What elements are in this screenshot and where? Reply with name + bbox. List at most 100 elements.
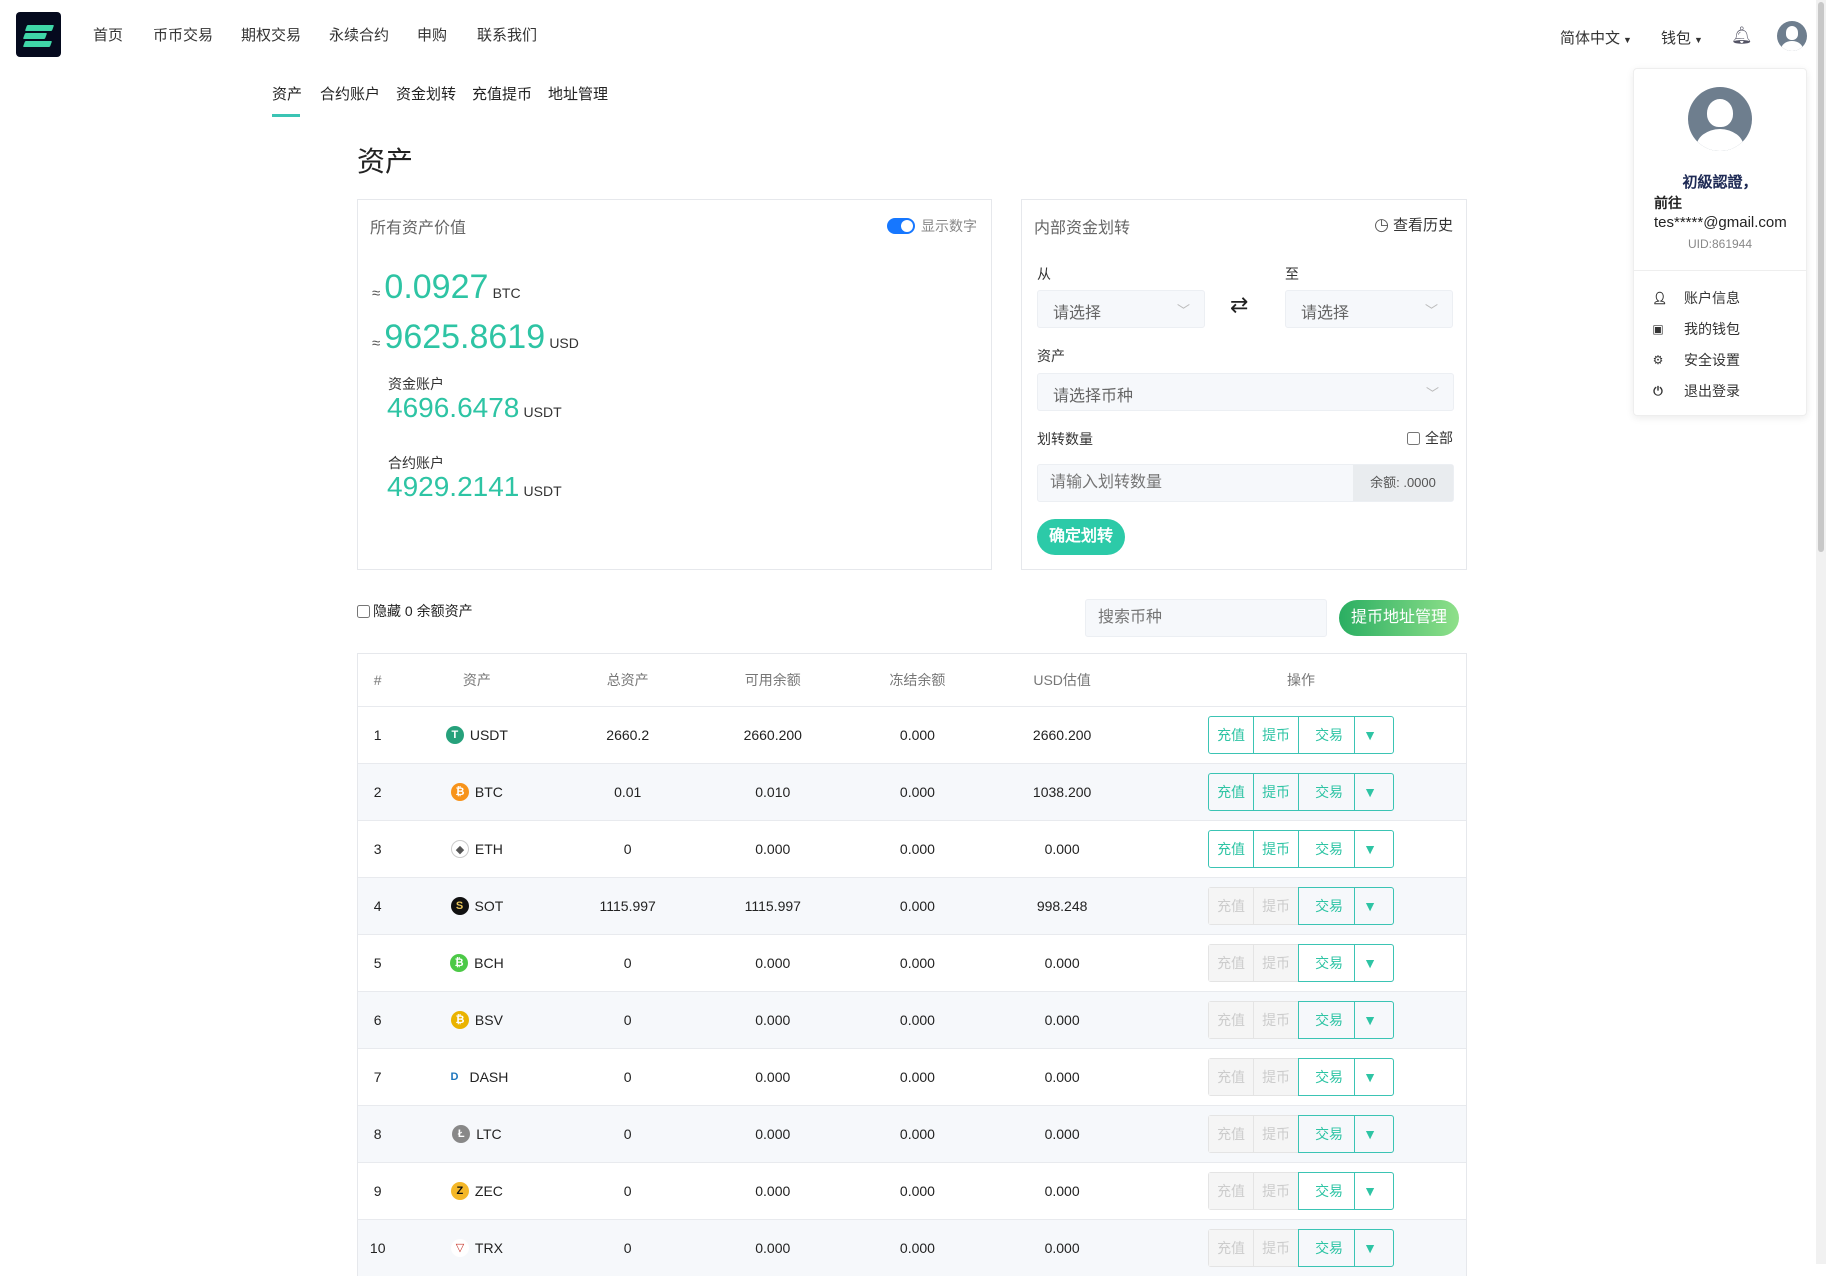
deposit-button: 充值 <box>1209 1115 1254 1152</box>
deposit-button[interactable]: 充值 <box>1217 840 1246 857</box>
trade-dropdown-button[interactable]: 交易 ▼ <box>1298 773 1393 810</box>
row-index: 7 <box>358 1047 398 1105</box>
tab-contract-account[interactable]: 合约账户 <box>320 86 381 103</box>
withdraw-address-button[interactable]: 提币地址管理 <box>1339 600 1459 636</box>
caret-down-icon: ▼ <box>1354 1115 1385 1152</box>
menu-logout[interactable]: ⏻ 退出登录 <box>1652 381 1740 401</box>
trade-dropdown-button[interactable]: 交易 ▼ <box>1298 1114 1394 1153</box>
withdraw-button: 提币 <box>1253 1172 1299 1209</box>
row-index: 4 <box>358 876 398 934</box>
trade-dropdown-button[interactable]: 交易 ▼ <box>1298 1228 1394 1267</box>
menu-my-wallet[interactable]: ▣ 我的钱包 <box>1652 319 1740 339</box>
menu-label: 我的钱包 <box>1684 321 1740 337</box>
wallet-dropdown[interactable]: 钱包 ▼ <box>1661 27 1703 48</box>
avatar[interactable] <box>1777 21 1807 51</box>
swap-icon[interactable]: ⇄ <box>1230 292 1249 317</box>
row-index: 3 <box>358 819 398 877</box>
trade-dropdown-button[interactable]: 交易 ▼ <box>1298 1171 1394 1210</box>
hide-zero-label: 隐藏 0 余额资产 <box>373 603 473 619</box>
asset-select[interactable]: 请选择币种 ﹀ <box>1037 373 1454 411</box>
table-row: 8 Ł LTC 0 0.000 0.000 0.000 充值 提币 交易 ▼ <box>358 1104 1466 1162</box>
frozen-cell: 0.000 <box>846 1161 989 1219</box>
trade-label: 交易 <box>1315 1125 1344 1142</box>
nav-spot[interactable]: 币币交易 <box>153 27 214 44</box>
menu-label: 账户信息 <box>1684 290 1740 306</box>
language-dropdown[interactable]: 简体中文 ▼ <box>1560 27 1632 48</box>
tab-deposit-withdraw[interactable]: 充值提币 <box>472 86 533 103</box>
confirm-transfer-button[interactable]: 确定划转 <box>1037 519 1125 555</box>
action-group: 充值 提币 交易 ▼ <box>1208 943 1394 982</box>
contract-unit: USDT <box>523 483 562 499</box>
trade-dropdown-button[interactable]: 交易 ▼ <box>1298 943 1394 982</box>
column-header: 操作 <box>1287 671 1315 688</box>
withdraw-button: 提币 <box>1253 944 1299 981</box>
menu-security[interactable]: ⚙ 安全设置 <box>1652 350 1740 370</box>
tab-transfer[interactable]: 资金划转 <box>396 86 457 103</box>
toggle-switch[interactable] <box>887 218 915 234</box>
table-row: 3 ◆ ETH 0 0.000 0.000 0.000 充值 提币 交易 ▼ <box>358 819 1466 877</box>
coin: Z ZEC <box>450 1182 503 1200</box>
asset-cell: ◆ ETH <box>397 819 557 877</box>
withdraw-button[interactable]: 提币 <box>1253 773 1298 810</box>
caret-down-icon: ▼ <box>1354 1001 1385 1038</box>
wallet-icon: ▣ <box>1652 322 1664 336</box>
table-row: 4 S SOT 1115.997 1115.997 0.000 998.248 充… <box>358 876 1466 934</box>
search-coin-input[interactable] <box>1085 599 1327 637</box>
coin: ₿ BCH <box>450 954 504 972</box>
amount-field[interactable]: 余额: .0000 <box>1037 464 1454 502</box>
hide-zero-input[interactable] <box>357 604 370 618</box>
view-history-link[interactable]: ◷ 查看历史 <box>1374 214 1453 235</box>
action-group: 充值 提币 交易 ▼ <box>1208 1000 1394 1039</box>
all-checkbox-input[interactable] <box>1407 431 1420 445</box>
actions-cell: 充值 提币 交易 ▼ <box>1136 1104 1466 1162</box>
deposit-button[interactable]: 充值 <box>1217 726 1246 743</box>
coin: ◆ ETH <box>450 839 503 858</box>
nav-contact[interactable]: 联系我们 <box>477 27 538 44</box>
trade-dropdown-button[interactable]: 交易 ▼ <box>1298 716 1393 753</box>
nav-perpetual[interactable]: 永续合约 <box>329 27 390 44</box>
power-icon: ⏻ <box>1653 383 1663 398</box>
trade-label: 交易 <box>1315 954 1344 971</box>
actions-cell: 充值 提币 交易 ▼ <box>1136 705 1466 763</box>
to-select[interactable]: 请选择 ﹀ <box>1285 290 1453 328</box>
coin: S SOT <box>450 897 503 915</box>
goto-link[interactable]: 前往 <box>1654 195 1682 211</box>
tab-assets[interactable]: 资产 <box>272 86 303 103</box>
all-checkbox[interactable]: 全部 <box>1407 428 1453 448</box>
nav-home[interactable]: 首页 <box>93 27 124 44</box>
nav-options[interactable]: 期权交易 <box>241 27 302 44</box>
approx-sign: ≈ <box>372 285 381 302</box>
trade-dropdown-button[interactable]: 交易 ▼ <box>1298 830 1393 867</box>
btc-value: 0.0927 <box>384 268 489 306</box>
withdraw-button[interactable]: 提币 <box>1253 716 1298 753</box>
table-row: 1 T USDT 2660.2 2660.200 0.000 2660.200 充… <box>358 705 1466 763</box>
table-row: 6 ₿ BSV 0 0.000 0.000 0.000 充值 提币 交易 ▼ <box>358 990 1466 1048</box>
menu-account-info[interactable]: 👤︎ 账户信息 <box>1652 288 1740 308</box>
asset-cell: D DASH <box>397 1047 557 1105</box>
column-header: 可用余额 <box>744 671 801 688</box>
frozen-cell: 0.000 <box>846 705 989 763</box>
scrollbar-thumb[interactable] <box>1818 2 1824 552</box>
bell-icon[interactable]: 🔔︎ <box>1731 26 1753 45</box>
hide-zero-checkbox[interactable]: 隐藏 0 余额资产 <box>357 601 473 621</box>
trade-dropdown-button[interactable]: 交易 ▼ <box>1298 1057 1394 1096</box>
trade-dropdown-button[interactable]: 交易 ▼ <box>1298 1000 1394 1039</box>
assets-table: # 资产 总资产 可用余额 冻结余额 USD估值 操作 1 T USDT 2660.2 266… <box>357 653 1467 1276</box>
trade-dropdown-button[interactable]: 交易 ▼ <box>1298 886 1394 925</box>
deposit-button[interactable]: 充值 <box>1217 783 1246 800</box>
show-numbers-toggle[interactable]: 显示数字 <box>887 216 977 236</box>
withdraw-button[interactable]: 提币 <box>1253 830 1298 867</box>
user-icon: 👤︎ <box>1652 291 1668 305</box>
fund-account-label: 资金账户 <box>388 376 444 392</box>
logo[interactable] <box>16 12 61 57</box>
tab-address[interactable]: 地址管理 <box>548 86 609 103</box>
nav-subscribe[interactable]: 申购 <box>417 27 448 44</box>
deposit-button: 充值 <box>1209 1058 1254 1095</box>
clock-icon: ◷ <box>1374 214 1389 234</box>
coin-symbol: LTC <box>476 1126 502 1142</box>
withdraw-button: 提币 <box>1253 1058 1299 1095</box>
scrollbar[interactable] <box>1816 0 1826 1264</box>
from-select[interactable]: 请选择 ﹀ <box>1037 290 1205 328</box>
amount-input[interactable] <box>1038 465 1338 501</box>
coin-symbol: USDT <box>469 727 508 743</box>
